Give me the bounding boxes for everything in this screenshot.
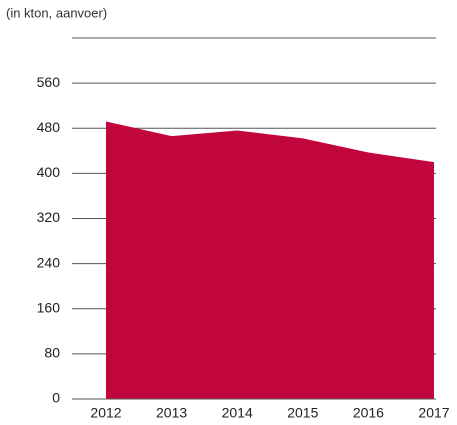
y-tick-label: 80 — [44, 345, 60, 361]
y-tick-label: 240 — [37, 254, 61, 270]
area — [106, 121, 434, 399]
x-tick-label: 2017 — [418, 405, 449, 421]
y-tick-label: 400 — [37, 164, 61, 180]
y-tick-label: 320 — [37, 209, 61, 225]
y-tick-label: 560 — [37, 74, 61, 90]
x-tick-label: 2015 — [287, 405, 318, 421]
y-tick-label: 0 — [52, 390, 60, 406]
y-tick-label: 160 — [37, 299, 61, 315]
x-tick-label: 2014 — [222, 405, 253, 421]
x-tick-label: 2016 — [353, 405, 384, 421]
chart-subtitle: (in kton, aanvoer) — [6, 5, 107, 20]
y-tick-label: 480 — [37, 119, 61, 135]
x-tick-label: 2013 — [156, 405, 187, 421]
x-tick-label: 2012 — [90, 405, 121, 421]
